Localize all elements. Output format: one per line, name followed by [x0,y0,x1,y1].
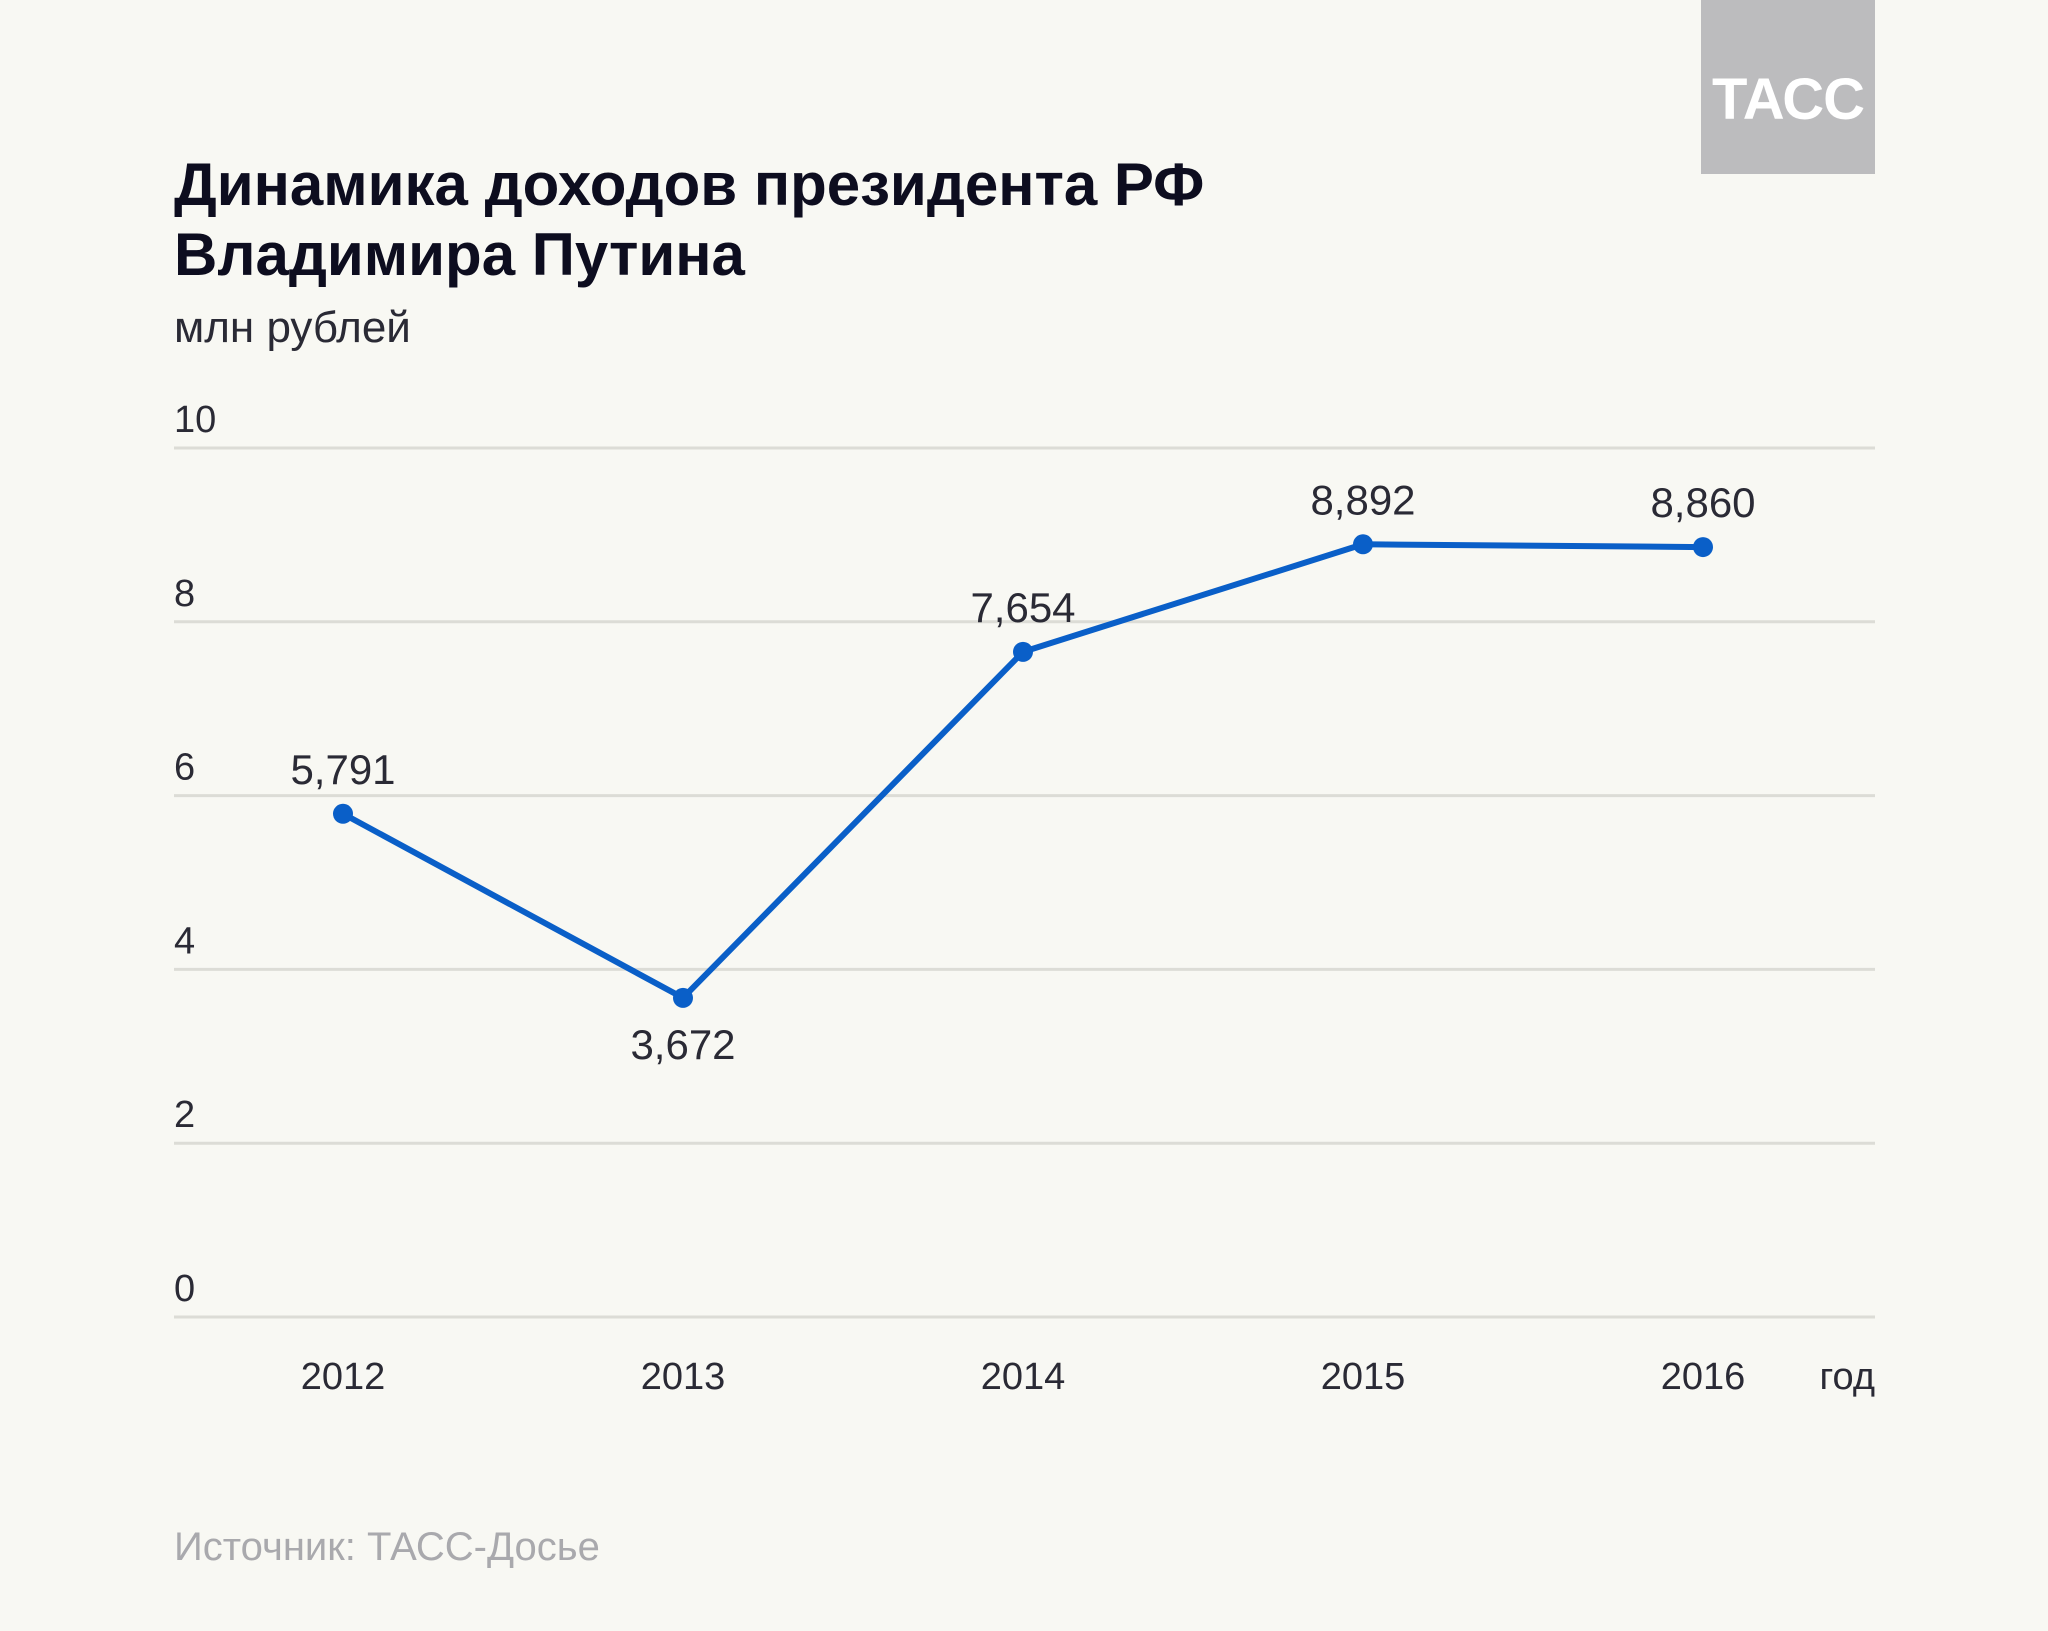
data-label-2012: 5,791 [290,746,395,793]
data-label-2013: 3,672 [630,1021,735,1068]
x-tick-labels: 2012 2013 2014 2015 2016 год [301,1356,1875,1398]
data-labels: 5,791 3,672 7,654 8,892 8,860 [290,476,1755,1068]
data-point-2015 [1353,534,1373,555]
data-point-2014 [1013,641,1033,662]
y-tick-0: 0 [174,1268,195,1310]
data-label-2014: 7,654 [970,584,1075,631]
tass-logo: ТАСС [1701,0,1875,174]
data-label-2016: 8,860 [1650,479,1755,526]
x-tick-2012: 2012 [301,1356,386,1398]
x-tick-2016: 2016 [1661,1356,1746,1398]
chart-title: Динамика доходов президента РФ Владимира… [174,150,1204,290]
y-tick-4: 4 [174,920,195,962]
unit-label: млн рублей [174,303,411,352]
x-tick-2014: 2014 [981,1356,1066,1398]
y-tick-labels: 0 2 4 6 8 10 [174,399,216,1310]
data-label-2015: 8,892 [1310,476,1415,523]
source-note: Источник: ТАСС-Досье [174,1525,600,1569]
y-tick-8: 8 [174,573,195,615]
y-tick-10: 10 [174,399,216,441]
data-point-2013 [673,987,693,1008]
y-tick-6: 6 [174,747,195,789]
title-line-2: Владимира Путина [174,221,745,288]
data-points [333,534,1713,1008]
y-tick-2: 2 [174,1094,195,1136]
title-line-1: Динамика доходов президента РФ [174,151,1205,218]
data-point-2016 [1693,537,1713,558]
logo-text: ТАСС [1712,66,1865,132]
x-tick-2013: 2013 [641,1356,726,1398]
grid-layer [174,446,1875,1319]
x-axis-unit: год [1820,1356,1876,1398]
data-point-2012 [333,803,353,824]
x-tick-2015: 2015 [1321,1356,1406,1398]
